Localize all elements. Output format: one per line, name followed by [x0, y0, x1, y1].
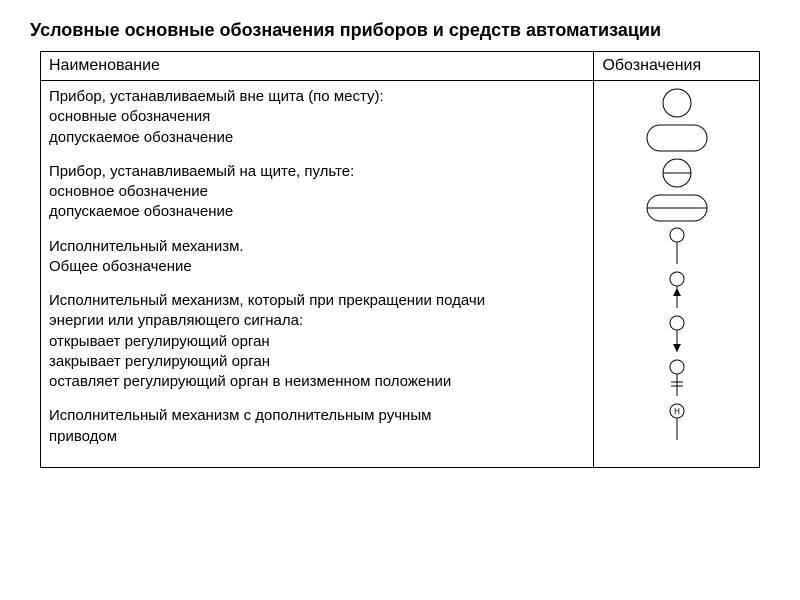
table-header: Наименование Обозначения — [41, 52, 759, 81]
symbol-stadium-icon — [645, 123, 709, 153]
text-line: энергии или управляющего сигнала: — [49, 311, 585, 331]
symbol-actuator-close-icon — [667, 315, 687, 355]
text-line: допускаемое обозначение — [49, 202, 585, 222]
symbol-actuator-hold-icon — [667, 359, 687, 399]
text-line: Прибор, устанавливаемый вне щита (по мес… — [49, 87, 585, 107]
symbol-actuator-manual-icon: Н — [667, 403, 687, 443]
text-line: открывает регулирующий орган — [49, 332, 585, 352]
text-line: Исполнительный механизм. — [49, 237, 585, 257]
col-header-symbol: Обозначения — [594, 52, 759, 80]
desc-block-1: Прибор, устанавливаемый вне щита (по мес… — [49, 87, 585, 148]
symbol-circle-icon — [660, 87, 694, 119]
desc-block-5: Исполнительный механизм с дополнительным… — [49, 406, 585, 447]
text-line: приводом — [49, 427, 585, 447]
symbol-circle-split-icon — [660, 157, 694, 189]
text-line: закрывает регулирующий орган — [49, 352, 585, 372]
table-body: Прибор, устанавливаемый вне щита (по мес… — [41, 81, 759, 467]
text-line: основное обозначение — [49, 182, 585, 202]
symbol-actuator-open-icon — [667, 271, 687, 311]
description-cell: Прибор, устанавливаемый вне щита (по мес… — [41, 81, 594, 467]
col-header-name: Наименование — [41, 52, 594, 80]
text-line: Прибор, устанавливаемый на щите, пульте: — [49, 162, 585, 182]
symbol-cell: Н — [594, 81, 759, 467]
desc-block-4: Исполнительный механизм, который при пре… — [49, 291, 585, 392]
symbol-actuator-icon — [667, 227, 687, 267]
text-line: Исполнительный механизм, который при пре… — [49, 291, 585, 311]
symbol-stadium-split-icon — [645, 193, 709, 223]
desc-block-3: Исполнительный механизм. Общее обозначен… — [49, 237, 585, 278]
symbol-table: Наименование Обозначения Прибор, устанав… — [40, 51, 760, 468]
text-line: Исполнительный механизм с дополнительным… — [49, 406, 585, 426]
text-line: Общее обозначение — [49, 257, 585, 277]
svg-text:Н: Н — [674, 407, 680, 416]
text-line: допускаемое обозначение — [49, 128, 585, 148]
text-line: основные обозначения — [49, 107, 585, 127]
page-title: Условные основные обозначения приборов и… — [30, 20, 770, 41]
desc-block-2: Прибор, устанавливаемый на щите, пульте:… — [49, 162, 585, 223]
text-line: оставляет регулирующий орган в неизменно… — [49, 372, 585, 392]
